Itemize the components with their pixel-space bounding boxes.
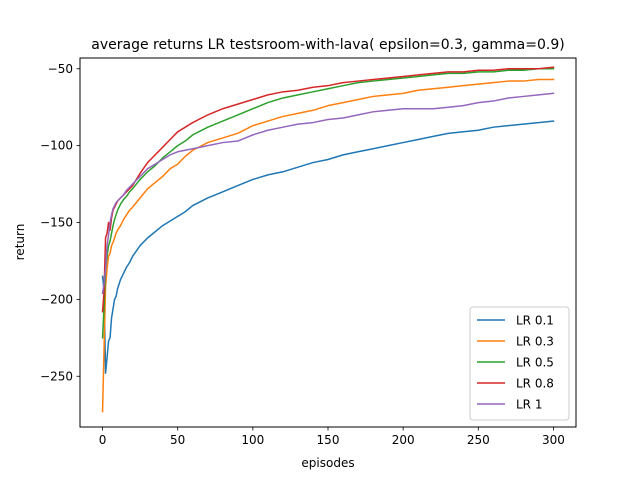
y-axis-title: return xyxy=(13,224,27,261)
legend-label: LR 1 xyxy=(516,398,542,412)
y-tick-label: −250 xyxy=(40,369,73,383)
legend-box xyxy=(469,306,570,421)
x-tick-label: 250 xyxy=(467,433,490,447)
legend-label: LR 0.1 xyxy=(516,314,554,328)
x-axis-title: episodes xyxy=(301,456,354,470)
series-line-lr-0-3 xyxy=(101,78,555,413)
legend-label: LR 0.8 xyxy=(516,377,554,391)
x-tick-label: 50 xyxy=(170,433,185,447)
series-layer xyxy=(101,66,555,413)
legend-label: LR 0.3 xyxy=(516,335,554,349)
x-axis-ticks: 0 50 100 150 200 250 300 xyxy=(99,427,565,447)
x-tick-label: 0 xyxy=(99,433,107,447)
y-tick-label: −200 xyxy=(40,292,73,306)
x-tick-label: 300 xyxy=(542,433,565,447)
x-tick-label: 150 xyxy=(317,433,340,447)
y-tick-label: −150 xyxy=(40,216,73,230)
y-tick-label: −50 xyxy=(48,62,73,76)
series-line-lr-0-5 xyxy=(101,68,555,339)
legend-label: LR 0.5 xyxy=(516,356,554,370)
series-line-lr-0-1 xyxy=(101,120,555,374)
chart-title: average returns LR testsroom-with-lava( … xyxy=(91,37,564,53)
series-line-lr-1 xyxy=(101,92,555,295)
y-axis-ticks: −250 −200 −150 −100 −50 xyxy=(40,62,80,383)
x-tick-label: 100 xyxy=(241,433,264,447)
y-tick-label: −100 xyxy=(40,139,73,153)
x-tick-label: 200 xyxy=(392,433,415,447)
legend: LR 0.1 LR 0.3 LR 0.5 LR 0.8 LR 1 xyxy=(469,306,570,421)
